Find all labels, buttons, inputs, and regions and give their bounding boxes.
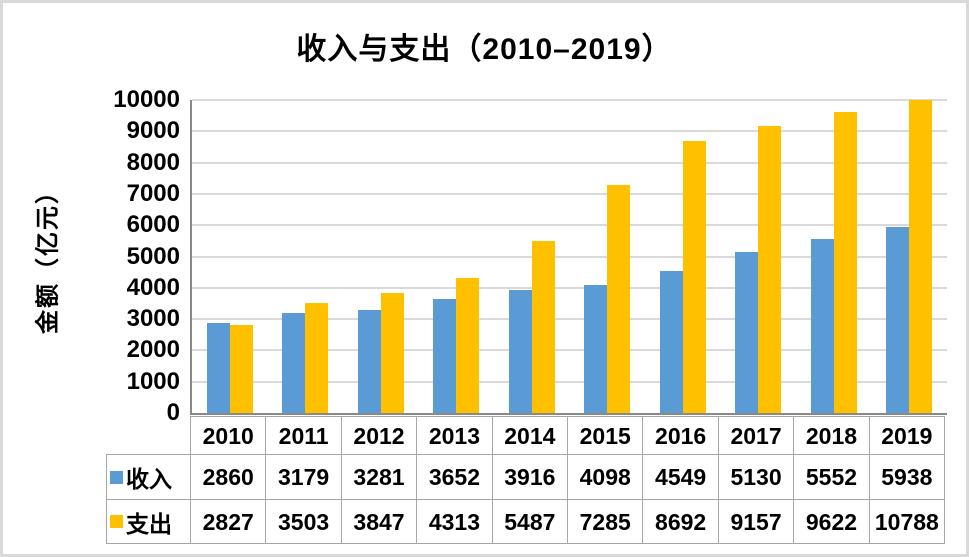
y-tick-3000: 3000 xyxy=(126,305,180,333)
bar-income-2013 xyxy=(433,299,456,413)
value-income-2019: 5938 xyxy=(868,454,946,499)
value-income-2015: 4098 xyxy=(567,454,643,499)
bar-expense-2018 xyxy=(834,112,857,413)
year-cell-2017: 2017 xyxy=(717,416,794,454)
year-cell-2012: 2012 xyxy=(340,416,417,454)
expense-legend-swatch xyxy=(110,515,123,528)
bar-income-2017 xyxy=(735,252,758,413)
y-tick-10000: 10000 xyxy=(113,86,180,113)
year-cell-2013: 2013 xyxy=(416,416,492,454)
gridline-1000 xyxy=(192,380,947,383)
gridline-8000 xyxy=(192,161,947,164)
legend-cell-income: 收入 xyxy=(106,454,190,499)
y-tick-7000: 7000 xyxy=(126,179,180,207)
year-cell-2015: 2015 xyxy=(567,416,643,454)
value-income-2018: 5552 xyxy=(793,454,869,499)
value-income-2012: 3281 xyxy=(340,454,417,499)
bar-expense-2013 xyxy=(456,278,479,413)
year-cell-2011: 2011 xyxy=(265,416,341,454)
y-tick-2000: 2000 xyxy=(126,336,180,364)
value-income-2017: 5130 xyxy=(717,454,794,499)
table-row-income: 收入 2860 3179 3281 3652 3916 4098 4549 5130 5552 5… xyxy=(106,454,946,499)
plot-area xyxy=(190,99,947,415)
income-legend-label: 收入 xyxy=(126,466,172,492)
gridline-6000 xyxy=(192,224,947,227)
gridline-9000 xyxy=(192,130,947,133)
year-cell-2018: 2018 xyxy=(793,416,869,454)
value-expense-2014: 5487 xyxy=(491,499,568,544)
value-income-2010: 2860 xyxy=(190,454,266,499)
bar-expense-2012 xyxy=(381,293,404,413)
gridline-7000 xyxy=(192,192,947,195)
bar-income-2015 xyxy=(584,285,607,413)
y-tick-6000: 6000 xyxy=(126,211,180,239)
bar-income-2016 xyxy=(660,271,683,413)
chart-title: 收入与支出（2010–2019） xyxy=(296,33,673,66)
value-expense-2011: 3503 xyxy=(265,499,341,544)
value-income-2013: 3652 xyxy=(416,454,492,499)
y-tick-4000: 4000 xyxy=(126,273,180,301)
y-tick-9000: 9000 xyxy=(126,117,180,145)
x-axis-category-row: 2010 2011 2012 2013 2014 2015 2016 2017 2018 2019 xyxy=(190,416,946,454)
value-expense-2012: 3847 xyxy=(340,499,417,544)
bar-income-2012 xyxy=(358,310,381,413)
y-tick-1000: 1000 xyxy=(126,367,180,395)
value-income-2014: 3916 xyxy=(491,454,568,499)
bar-expense-2014 xyxy=(532,241,555,413)
value-expense-2017: 9157 xyxy=(717,499,794,544)
value-income-2011: 3179 xyxy=(265,454,341,499)
value-income-2016: 4549 xyxy=(642,454,718,499)
y-tick-5000: 5000 xyxy=(126,242,180,270)
gridline-2000 xyxy=(192,349,947,352)
gridline-10000 xyxy=(192,99,947,101)
value-expense-2013: 4313 xyxy=(416,499,492,544)
income-legend-swatch xyxy=(110,470,123,484)
value-expense-2019: 10788 xyxy=(868,499,946,544)
bar-expense-2016 xyxy=(683,141,706,413)
gridline-5000 xyxy=(192,255,947,258)
bar-expense-2015 xyxy=(607,185,630,413)
value-expense-2010: 2827 xyxy=(190,499,266,544)
bar-income-2010 xyxy=(207,323,230,413)
year-cell-2010: 2010 xyxy=(190,416,266,454)
value-expense-2015: 7285 xyxy=(567,499,643,544)
bar-expense-2011 xyxy=(305,303,328,413)
gridline-3000 xyxy=(192,318,947,321)
value-expense-2016: 8692 xyxy=(642,499,718,544)
year-cell-2014: 2014 xyxy=(491,416,568,454)
bar-income-2019 xyxy=(886,227,909,413)
y-tick-0: 0 xyxy=(166,399,180,426)
bar-income-2018 xyxy=(811,239,834,413)
bar-expense-2010 xyxy=(230,325,253,413)
year-cell-2016: 2016 xyxy=(642,416,718,454)
y-tick-8000: 8000 xyxy=(126,148,180,176)
gridline-4000 xyxy=(192,286,947,289)
value-expense-2018: 9622 xyxy=(793,499,869,544)
bar-expense-2019 xyxy=(909,100,932,413)
bar-income-2011 xyxy=(282,313,305,413)
year-cell-2019: 2019 xyxy=(868,416,946,454)
table-row-expense: 支出 2827 3503 3847 4313 5487 7285 8692 9157 9622 1… xyxy=(106,499,946,544)
legend-cell-expense: 支出 xyxy=(106,499,190,544)
expense-legend-label: 支出 xyxy=(126,510,172,537)
bar-expense-2017 xyxy=(758,126,781,413)
bar-income-2014 xyxy=(509,290,532,413)
